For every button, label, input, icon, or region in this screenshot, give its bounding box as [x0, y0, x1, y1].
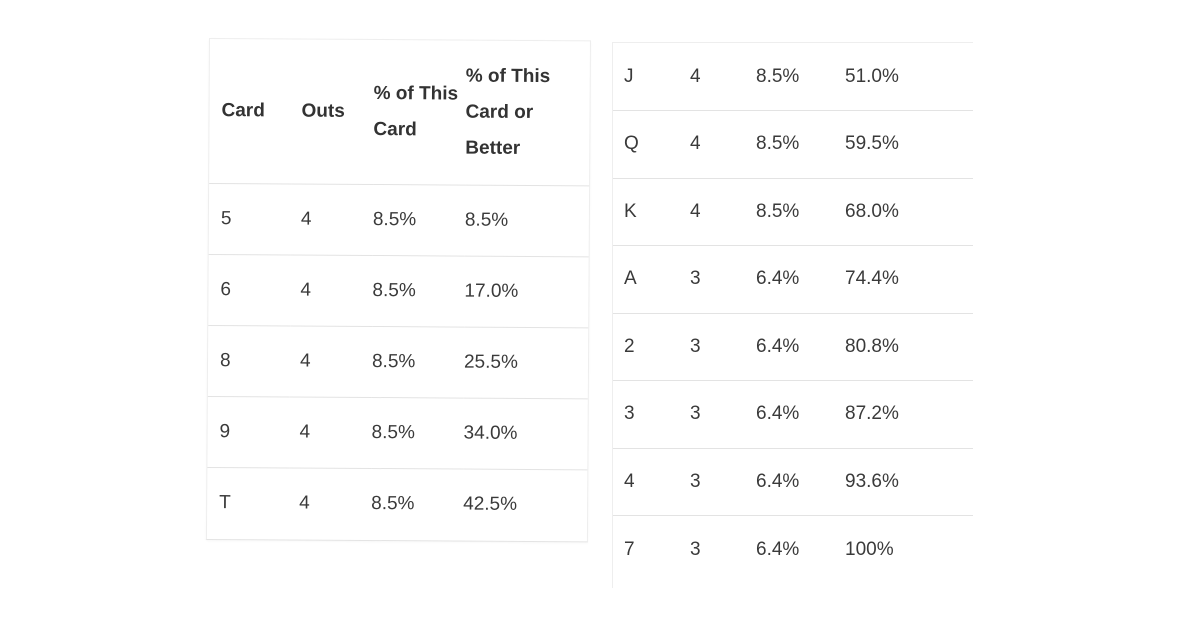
- cell-card: 4: [624, 470, 635, 492]
- cell-pct-this-card: 6.4%: [756, 268, 800, 290]
- cell-pct-this-card: 6.4%: [756, 403, 800, 425]
- table-body-left: 5 4 8.5% 8.5% 6 4 8.5% 17.0% 8 4 8.5% 25.5% 9 4 8.5% 34…: [207, 183, 590, 540]
- table-row: K 4 8.5% 68.0%: [613, 178, 973, 246]
- header-pct-this-card-or-better: % of This Card or Better: [465, 65, 551, 159]
- cell-outs: 3: [690, 538, 701, 560]
- table-row: J 4 8.5% 51.0%: [613, 43, 973, 111]
- cell-card: 3: [624, 403, 635, 425]
- table-row: T 4 8.5% 42.5%: [207, 467, 587, 540]
- cell-card: 2: [624, 335, 635, 357]
- cell-outs: 4: [299, 350, 311, 372]
- cell-pct-or-better: 8.5%: [464, 209, 509, 231]
- cell-card: K: [624, 200, 637, 222]
- table-row: 9 4 8.5% 34.0%: [207, 395, 588, 470]
- cell-pct-this-card: 8.5%: [756, 65, 800, 87]
- cell-pct-this-card: 8.5%: [371, 421, 415, 443]
- table-row: A 3 6.4% 74.4%: [613, 246, 973, 313]
- cell-pct-or-better: 100%: [845, 538, 894, 560]
- table-body-right: J 4 8.5% 51.0% Q 4 8.5% 59.5% K 4 8.5% 68.0% A 3 6.4% 7…: [613, 43, 973, 583]
- cell-pct-this-card: 6.4%: [756, 470, 800, 492]
- odds-table-right: J 4 8.5% 51.0% Q 4 8.5% 59.5% K 4 8.5% 68.0% A 3 6.4% 7…: [612, 42, 973, 588]
- cell-outs: 4: [300, 208, 312, 230]
- table-row: Q 4 8.5% 59.5%: [613, 111, 973, 178]
- header-card: Card: [221, 99, 265, 122]
- cell-pct-or-better: 42.5%: [463, 493, 518, 515]
- cell-card: 8: [219, 349, 231, 371]
- cell-card: 6: [220, 278, 232, 300]
- header-pct-this-card: % of This Card: [373, 82, 459, 141]
- cell-outs: 4: [690, 200, 701, 222]
- cell-pct-this-card: 6.4%: [756, 335, 800, 357]
- odds-table-left: Card Outs % of This Card % of This Card …: [205, 38, 591, 543]
- cell-card: 9: [219, 420, 231, 442]
- cell-pct-this-card: 8.5%: [756, 133, 800, 155]
- cell-pct-or-better: 87.2%: [845, 403, 899, 425]
- cell-pct-or-better: 80.8%: [845, 335, 899, 357]
- header-outs: Outs: [301, 100, 345, 122]
- table-row: 5 4 8.5% 8.5%: [208, 183, 590, 257]
- cell-pct-this-card: 8.5%: [371, 492, 415, 515]
- odds-table: Card Outs % of This Card % of This Card …: [207, 39, 590, 540]
- table-row: 7 3 6.4% 100%: [613, 516, 973, 584]
- table-row: 3 3 6.4% 87.2%: [613, 381, 973, 448]
- cell-outs: 3: [690, 335, 701, 357]
- cell-card: T: [219, 491, 231, 513]
- cell-pct-or-better: 59.5%: [845, 133, 899, 155]
- cell-pct-this-card: 8.5%: [372, 279, 416, 301]
- cell-pct-this-card: 8.5%: [371, 350, 416, 372]
- cell-card: 5: [220, 207, 232, 229]
- cell-outs: 3: [690, 470, 701, 492]
- cell-pct-this-card: 8.5%: [372, 208, 417, 230]
- cell-pct-or-better: 74.4%: [845, 268, 899, 290]
- cell-outs: 3: [690, 268, 701, 290]
- cell-outs: 4: [299, 492, 310, 514]
- cell-pct-or-better: 34.0%: [463, 422, 518, 444]
- cell-outs: 4: [690, 133, 701, 155]
- cell-outs: 3: [690, 403, 701, 425]
- table-row: 6 4 8.5% 17.0%: [208, 254, 589, 328]
- cell-pct-or-better: 25.5%: [463, 351, 518, 373]
- cell-pct-or-better: 17.0%: [464, 280, 519, 302]
- cell-pct-or-better: 93.6%: [845, 470, 899, 492]
- table-row: 8 4 8.5% 25.5%: [207, 325, 589, 399]
- table-row: 4 3 6.4% 93.6%: [613, 448, 973, 516]
- cell-card: Q: [624, 133, 639, 155]
- cell-card: 7: [624, 538, 635, 560]
- cell-pct-or-better: 51.0%: [845, 65, 899, 87]
- table-header-row: Card Outs % of This Card % of This Card …: [209, 39, 590, 186]
- cell-card: A: [624, 268, 637, 290]
- cell-outs: 4: [299, 421, 311, 443]
- odds-table-continued: J 4 8.5% 51.0% Q 4 8.5% 59.5% K 4 8.5% 68.0% A 3 6.4% 7…: [613, 43, 973, 583]
- cell-pct-or-better: 68.0%: [845, 200, 899, 222]
- cell-card: J: [624, 65, 634, 87]
- cell-outs: 4: [690, 65, 701, 87]
- table-row: 2 3 6.4% 80.8%: [613, 313, 973, 381]
- cell-pct-this-card: 8.5%: [756, 200, 800, 222]
- cell-pct-this-card: 6.4%: [756, 538, 800, 560]
- cell-outs: 4: [300, 279, 312, 301]
